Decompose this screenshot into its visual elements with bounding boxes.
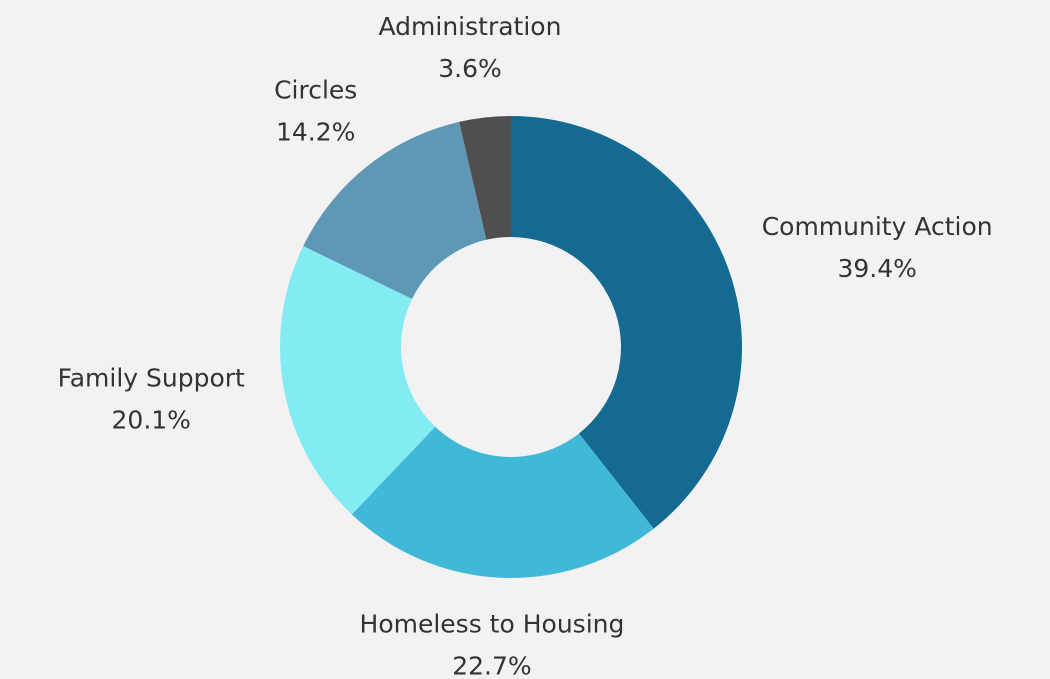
slice-label: Homeless to Housing — [360, 610, 625, 639]
slice — [303, 121, 487, 299]
slice-label: Administration — [379, 12, 562, 41]
slice-label: Circles — [274, 75, 357, 104]
slice-value-label: 3.6% — [438, 54, 502, 83]
slice — [459, 116, 511, 240]
slice — [351, 426, 654, 578]
slice — [279, 246, 436, 515]
slice-value-label: 14.2% — [276, 117, 355, 146]
slice-value-label: 39.4% — [837, 254, 916, 283]
slice-value-label: 20.1% — [112, 405, 191, 434]
slice-label: Family Support — [58, 363, 245, 392]
labels: Community Action 39.4% Homeless to Housing… — [58, 12, 993, 679]
slice-label: Community Action — [762, 212, 993, 241]
slice-value-label: 22.7% — [452, 652, 531, 679]
slices — [279, 116, 742, 578]
slice — [511, 116, 742, 529]
